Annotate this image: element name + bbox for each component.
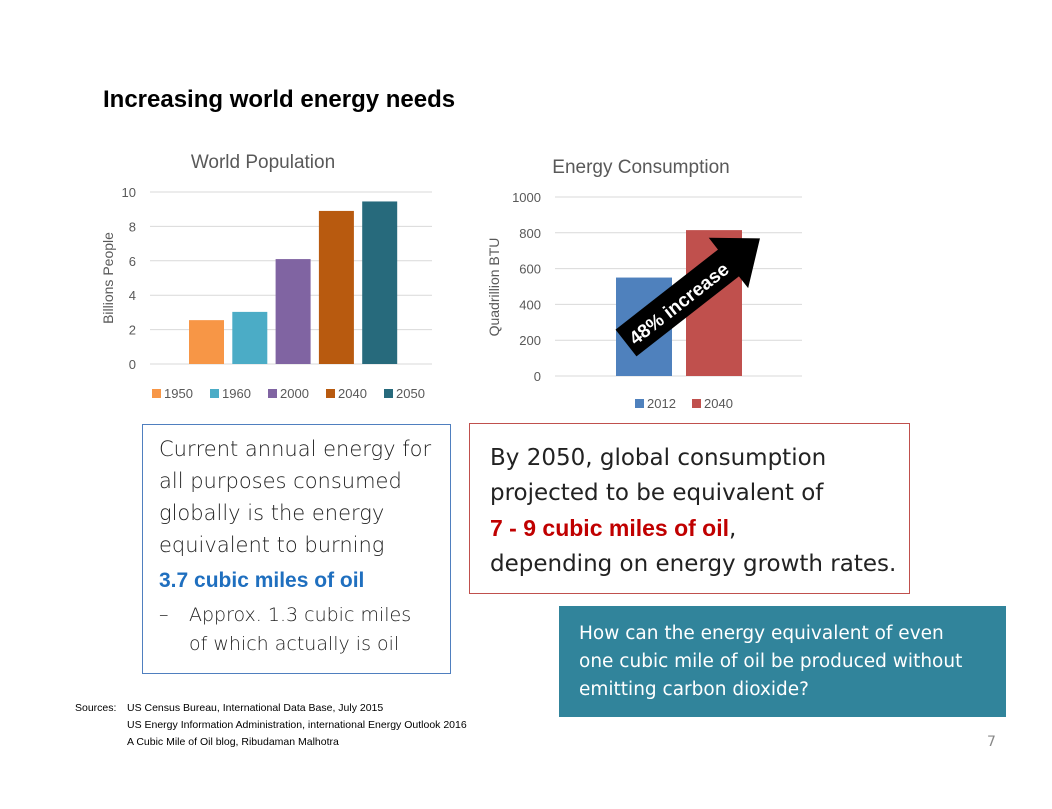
arrow-icon — [615, 237, 760, 357]
y-axis-label: Billions People — [100, 232, 116, 324]
sub-bullet: – Approx. 1.3 cubic miles of which actua… — [159, 601, 450, 659]
text-line: By 2050, global consumption — [490, 445, 827, 471]
y-tick-label: 10 — [122, 185, 136, 200]
slide-title: Increasing world energy needs — [103, 86, 456, 113]
y-tick-label: 200 — [519, 333, 541, 348]
chart-title: Energy Consumption — [552, 157, 729, 178]
legend-swatch — [326, 389, 335, 398]
y-tick-label: 6 — [129, 254, 136, 269]
text-line: projected to be equivalent of — [490, 480, 824, 506]
bar-1950 — [189, 320, 224, 364]
legend-label: 2040 — [704, 396, 733, 411]
legend-swatch — [635, 399, 644, 408]
question-callout: How can the energy equivalent of even on… — [559, 606, 1006, 717]
text-line: globally is the energy — [159, 501, 385, 525]
source-item: US Census Bureau, International Data Bas… — [127, 702, 384, 714]
source-item: US Energy Information Administration, in… — [127, 719, 467, 731]
bar-2040 — [318, 210, 354, 364]
text-line: all purposes consumed — [159, 469, 402, 493]
text-line: Approx. 1.3 cubic miles — [189, 604, 412, 626]
y-axis-label: Quadrillion BTU — [486, 238, 502, 337]
sources-label: Sources: — [75, 702, 117, 714]
legend-label: 2040 — [338, 386, 367, 401]
y-tick-label: 800 — [519, 226, 541, 241]
page-number: 7 — [987, 734, 996, 750]
comma: , — [729, 516, 737, 542]
world-population-chart: World Population Billions People 0 2 4 6 8 10… — [100, 152, 432, 401]
source-item: A Cubic Mile of Oil blog, Ribudaman Malh… — [127, 736, 339, 748]
y-tick-label: 1000 — [512, 190, 541, 205]
y-tick-label: 400 — [519, 297, 541, 312]
text-line: of which actually is oil — [189, 633, 400, 655]
text-line: equivalent to burning — [159, 533, 385, 557]
current-energy-textbox: Current annual energy for all purposes c… — [142, 424, 451, 674]
y-tick-label: 600 — [519, 262, 541, 277]
legend-label: 2050 — [396, 386, 425, 401]
energy-consumption-chart: Energy Consumption Quadrillion BTU 0 200 4… — [486, 157, 802, 411]
text-line: one cubic mile of oil be produced withou… — [579, 651, 963, 672]
bullet-dash: – — [159, 604, 169, 626]
highlight-text: 3.7 cubic miles of oil — [159, 569, 365, 592]
legend-label: 2012 — [647, 396, 676, 411]
text-line: emitting carbon dioxide? — [579, 679, 809, 700]
text-line: How can the energy equivalent of even — [579, 623, 944, 644]
legend-label: 1950 — [164, 386, 193, 401]
bar-2000 — [275, 259, 311, 364]
legend-swatch — [210, 389, 219, 398]
bar-2050 — [362, 201, 398, 364]
y-tick-label: 0 — [129, 357, 136, 372]
legend-label: 1960 — [222, 386, 251, 401]
y-tick-label: 2 — [129, 323, 136, 338]
legend-swatch — [692, 399, 701, 408]
chart-title: World Population — [191, 152, 335, 173]
highlight-text: 7 - 9 cubic miles of oil — [490, 515, 730, 541]
legend-label: 2000 — [280, 386, 309, 401]
projection-textbox: By 2050, global consumption projected to… — [469, 423, 910, 594]
y-tick-label: 0 — [534, 369, 541, 384]
sources: Sources: US Census Bureau, International… — [75, 700, 467, 751]
y-tick-label: 4 — [129, 288, 136, 303]
bar-1960 — [232, 311, 268, 364]
legend-swatch — [384, 389, 393, 398]
legend-swatch — [268, 389, 277, 398]
legend-swatch — [152, 389, 161, 398]
text-line: Current annual energy for — [159, 437, 432, 461]
y-tick-label: 8 — [129, 219, 136, 234]
text-line: depending on energy growth rates. — [490, 551, 897, 577]
